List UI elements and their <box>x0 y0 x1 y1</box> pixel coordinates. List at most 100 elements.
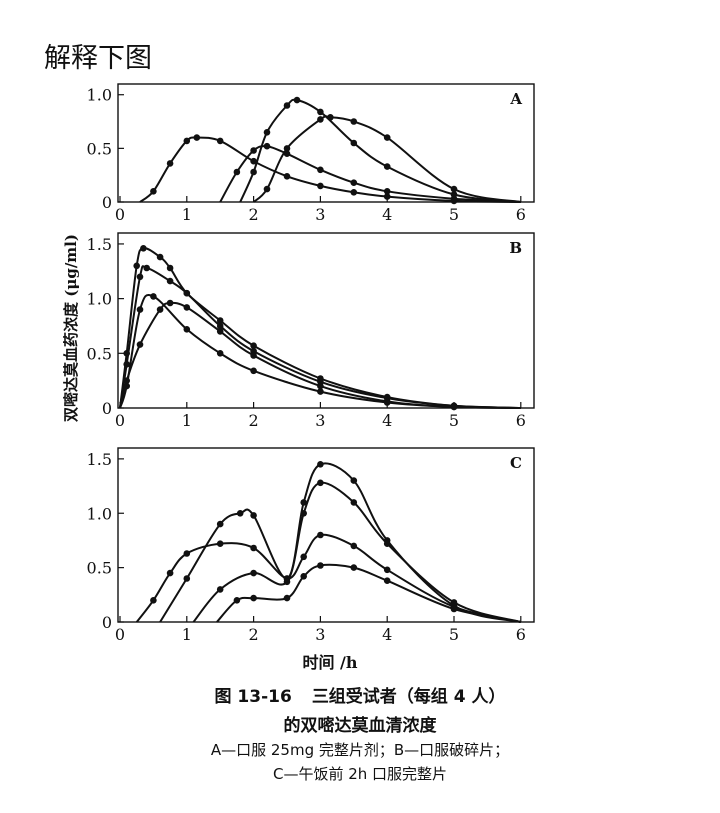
panel-C: C 0 0.5 1.0 1.5 0 1 2 3 4 5 6 <box>87 447 535 644</box>
data-point <box>156 253 164 261</box>
y-tick-label: 0.5 <box>87 139 112 158</box>
data-point <box>263 142 271 150</box>
data-point <box>150 188 157 195</box>
x-tick-label: 3 <box>315 411 325 430</box>
data-point <box>156 306 164 313</box>
data-point <box>250 157 257 165</box>
data-point <box>136 341 144 348</box>
data-point <box>300 553 308 561</box>
y-tick-label: 0.5 <box>87 559 112 578</box>
data-point <box>250 147 257 154</box>
panel-B: B 0 0.5 1.0 1.5 0 1 2 3 4 5 6 <box>87 232 535 430</box>
series-line <box>239 98 521 203</box>
data-point <box>350 499 358 506</box>
data-point <box>317 562 324 569</box>
x-tick-label: 1 <box>182 625 192 644</box>
series-line <box>159 462 522 623</box>
data-point <box>283 594 291 602</box>
data-point <box>450 403 458 411</box>
data-point <box>450 185 458 193</box>
data-point <box>136 273 144 281</box>
data-point <box>450 191 458 198</box>
x-tick-label: 5 <box>449 411 459 430</box>
data-point <box>236 510 244 517</box>
figure-legend-line2: C—午饭前 2h 口服完整片 <box>272 765 448 783</box>
data-point <box>216 520 224 528</box>
x-tick-label: 6 <box>516 625 526 644</box>
data-point <box>283 578 291 586</box>
data-point <box>250 168 257 176</box>
data-point <box>166 299 174 307</box>
data-point <box>350 189 358 196</box>
data-point <box>317 382 324 390</box>
x-tick-label: 0 <box>115 625 125 644</box>
data-point <box>216 322 224 330</box>
x-tick-label: 4 <box>382 205 392 224</box>
data-point <box>383 540 391 547</box>
data-point <box>383 566 391 574</box>
data-point <box>350 477 358 484</box>
data-point <box>233 597 241 604</box>
y-tick-label: 1.0 <box>87 504 112 523</box>
figure-caption-title: 图 13-16 三组受试者（每组 4 人） <box>0 682 720 707</box>
x-tick-label: 3 <box>315 625 325 644</box>
data-point <box>350 118 358 125</box>
series-line <box>192 481 522 623</box>
panel-A: A 0 0.5 1.0 0 1 2 3 4 5 6 <box>87 83 535 224</box>
data-point <box>383 134 391 141</box>
data-point <box>327 114 334 121</box>
data-point <box>193 134 201 141</box>
data-point <box>143 264 150 272</box>
data-point <box>317 166 324 174</box>
panel-label: A <box>509 90 522 108</box>
data-point <box>263 185 271 193</box>
x-tick-label: 0 <box>115 205 125 224</box>
data-point <box>183 304 191 311</box>
y-tick-label: 1.0 <box>87 86 112 105</box>
y-tick-label: 1.0 <box>87 290 112 309</box>
data-point <box>383 398 391 405</box>
data-point <box>183 550 191 557</box>
panel-frame <box>117 232 535 409</box>
data-point <box>300 499 308 506</box>
data-point <box>300 573 308 580</box>
x-tick-label: 6 <box>516 411 526 430</box>
series-line <box>119 265 521 409</box>
x-tick-label: 1 <box>182 411 192 430</box>
question-text: 解释下图 <box>44 43 152 74</box>
y-tick-label: 0 <box>102 399 112 418</box>
y-tick-label: 1.5 <box>87 450 112 469</box>
series-line <box>135 533 522 623</box>
data-point <box>250 512 257 519</box>
y-tick-label: 1.5 <box>87 235 112 254</box>
data-point <box>317 116 324 123</box>
data-point <box>150 597 157 604</box>
data-point <box>166 160 174 167</box>
data-point <box>166 277 174 285</box>
y-axis-label: 双嘧达莫血药浓度 (μg/ml) <box>62 234 80 422</box>
data-point <box>216 350 224 357</box>
y-tick-label: 0.5 <box>87 344 112 363</box>
data-point <box>383 163 391 170</box>
data-point <box>283 145 291 152</box>
data-point <box>140 245 147 252</box>
x-tick-label: 2 <box>249 205 259 224</box>
x-tick-label: 4 <box>382 411 392 430</box>
x-axis-label: 时间 /h <box>302 653 357 672</box>
data-point <box>133 262 140 270</box>
x-tick-label: 5 <box>449 625 459 644</box>
y-tick-label: 0 <box>102 193 112 212</box>
x-tick-label: 6 <box>516 205 526 224</box>
x-tick-label: 2 <box>249 625 259 644</box>
x-tick-label: 2 <box>249 411 259 430</box>
series-line <box>219 145 521 203</box>
figure-title-line2: 的双嘧达莫血清浓度 <box>283 716 437 736</box>
data-point <box>183 575 191 582</box>
data-point <box>123 361 130 368</box>
panel-frame <box>117 447 535 623</box>
data-point <box>216 540 224 547</box>
data-point <box>300 510 308 517</box>
data-point <box>250 569 257 577</box>
data-point <box>317 182 324 190</box>
panel-frame <box>117 83 535 203</box>
